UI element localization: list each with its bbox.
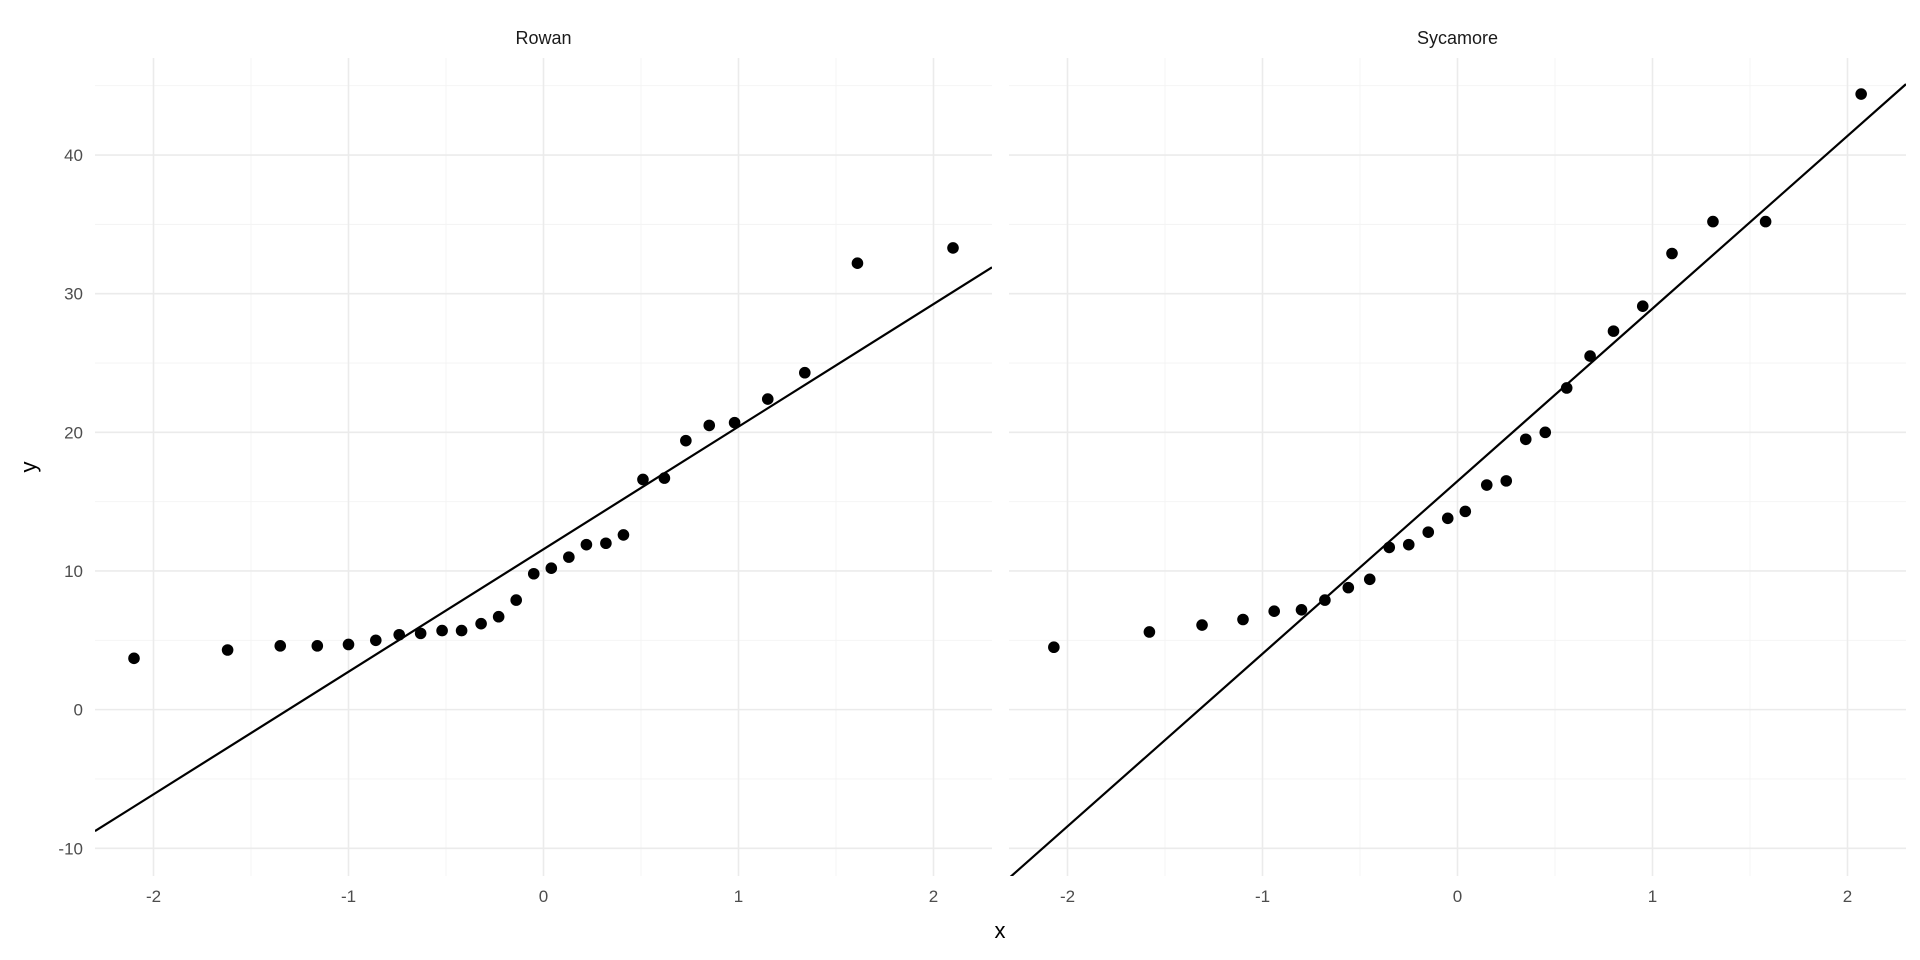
data-point — [436, 624, 448, 637]
data-point — [475, 617, 487, 630]
data-point — [1295, 604, 1308, 616]
x-tick-label: 0 — [1453, 887, 1462, 906]
data-point — [1143, 626, 1156, 638]
data-point — [680, 434, 692, 447]
data-point — [414, 627, 427, 640]
y-tick-label: 10 — [64, 562, 83, 581]
data-point — [851, 257, 864, 269]
data-point — [1237, 613, 1249, 626]
data-point — [545, 562, 558, 575]
data-point — [1539, 426, 1552, 439]
data-point — [510, 594, 522, 606]
data-point — [1441, 512, 1454, 525]
data-point — [1319, 594, 1331, 606]
data-point — [455, 624, 468, 637]
data-point — [1048, 641, 1060, 654]
x-tick-label: 2 — [929, 887, 938, 906]
data-point — [128, 652, 140, 665]
y-tick-label: -10 — [58, 839, 83, 858]
data-point — [617, 529, 630, 541]
x-tick-label: -1 — [1255, 887, 1270, 906]
reference-line — [1009, 83, 1906, 876]
data-point — [342, 638, 355, 651]
panel-sycamore: -2 -1 0 1 2 Sycamore — [1009, 28, 1906, 906]
y-axis-title: y — [16, 462, 41, 473]
x-tick-label: 1 — [1648, 887, 1657, 906]
data-point — [1500, 475, 1513, 487]
data-point — [1383, 541, 1396, 554]
data-point — [1363, 573, 1376, 586]
x-tick-label: 0 — [539, 887, 548, 906]
x-tick-label: -2 — [1060, 887, 1075, 906]
data-point — [370, 634, 382, 647]
data-point — [703, 419, 716, 432]
data-point — [1855, 88, 1867, 100]
data-point — [1707, 215, 1719, 228]
data-point — [1342, 581, 1355, 594]
data-point — [1480, 479, 1493, 491]
data-point — [658, 472, 671, 484]
data-point — [799, 366, 811, 379]
data-point — [1759, 215, 1772, 228]
data-point — [1636, 300, 1649, 312]
y-tick-label: 40 — [64, 146, 83, 165]
data-point — [1584, 350, 1596, 362]
data-point — [221, 644, 234, 656]
data-point — [1459, 505, 1472, 518]
data-point — [1666, 247, 1678, 260]
data-point — [1607, 325, 1620, 337]
x-tick-label: -2 — [146, 887, 161, 906]
y-tick-label: 20 — [64, 423, 83, 442]
x-axis-title: x — [995, 918, 1006, 943]
data-point — [761, 393, 774, 405]
data-point — [393, 628, 406, 641]
facet-title: Sycamore — [1417, 28, 1498, 48]
data-point — [1560, 382, 1573, 394]
data-point — [637, 473, 649, 486]
x-tick-label: -1 — [341, 887, 356, 906]
x-tick-label: 1 — [734, 887, 743, 906]
x-tick-label: 2 — [1843, 887, 1852, 906]
data-point — [563, 551, 575, 563]
y-tick-label: 30 — [64, 285, 83, 304]
data-point — [274, 640, 287, 652]
data-point — [580, 538, 593, 551]
data-point — [947, 242, 959, 254]
data-point — [1268, 605, 1280, 617]
facet-title: Rowan — [515, 28, 571, 48]
y-tick-label: 0 — [74, 701, 83, 720]
data-point — [1196, 619, 1208, 631]
data-point — [728, 416, 741, 429]
data-point — [1519, 433, 1532, 446]
data-point — [527, 567, 540, 580]
reference-line — [95, 266, 992, 833]
data-point — [1402, 538, 1415, 551]
data-point — [311, 640, 324, 652]
data-point — [492, 610, 505, 623]
data-point — [1422, 526, 1435, 538]
data-point — [600, 537, 612, 550]
